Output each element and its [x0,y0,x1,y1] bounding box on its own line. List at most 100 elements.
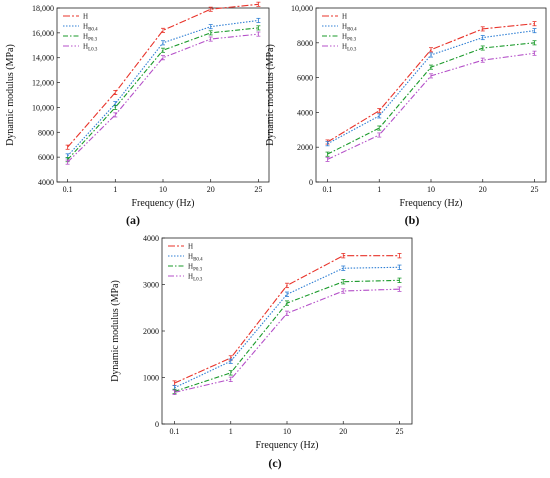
y-tick-label: 10,000 [291,4,313,13]
data-point-HL0.3 [532,50,537,56]
legend-entry-HB0.4: HB0.4 [63,23,98,33]
y-tick-label: 12,000 [32,79,54,88]
y-tick-label: 2000 [297,143,313,152]
data-point-HP0.3 [480,45,485,51]
legend-entry-HL0.3: HL0.3 [168,273,203,282]
x-tick-label: 10 [427,185,435,194]
x-tick-label: 25 [396,427,404,436]
y-tick-label: 2000 [143,327,159,336]
legend-label: HP0.3 [188,263,203,273]
data-point-HP0.3 [256,25,261,31]
data-point-HP0.3 [341,279,346,285]
plot-frame [56,7,270,183]
data-point-HP0.3 [161,47,165,53]
data-point-H [285,282,289,289]
data-point-HL0.3 [480,57,485,63]
legend-entry-HB0.4: HB0.4 [168,253,203,263]
data-point-HL0.3 [377,132,382,138]
y-tick-label: 18,000 [32,4,54,13]
data-point-HL0.3 [65,159,70,165]
data-point-HP0.3 [285,300,289,306]
panel-caption: (b) [405,213,420,227]
series-line-H [327,23,535,143]
data-point-HL0.3 [341,288,346,294]
data-point-HP0.3 [532,40,537,46]
data-point-HP0.3 [429,64,433,70]
legend-entry-HB0.4: HB0.4 [322,23,357,33]
legend-entry-HP0.3: HP0.3 [322,33,357,43]
chart-panel-b: 0 2000 4000 6000 8000 10,000 0.1 1 10 20 25 Frequen… [265,4,547,227]
legend-entry-H: H [63,13,88,21]
x-axis-label: Frequency (Hz) [131,198,194,209]
data-point-H [341,253,346,259]
y-tick-label: 4000 [143,234,159,243]
y-tick-label: 0 [309,178,313,187]
legend-label: HL0.3 [83,43,98,53]
data-point-H [377,108,382,114]
y-tick-label: 6000 [38,153,54,162]
legend-label: HB0.4 [83,23,98,33]
legend-label: HP0.3 [83,33,98,43]
y-tick-label: 3000 [143,281,159,290]
x-tick-label: 10 [283,427,291,436]
y-axis-label: Dynamic modulus (MPa) [265,44,276,146]
data-point-HP0.3 [228,370,233,376]
data-point-HL0.3 [256,31,261,37]
data-point-HB0.4 [397,264,402,270]
y-tick-label: 1000 [143,374,159,383]
chart-panel-a: 4000 6000 8000 10,000 12,000 14,000 16,000 18,0… [5,1,270,227]
data-point-H [113,90,118,96]
y-tick-label: 10,000 [32,103,54,112]
y-tick-label: 8000 [297,39,313,48]
legend-entry-HL0.3: HL0.3 [322,43,357,52]
panel-caption: (c) [268,456,281,470]
y-tick-label: 6000 [297,74,313,83]
data-point-H [532,21,537,27]
data-point-HL0.3 [172,389,177,396]
data-point-H [480,26,485,32]
data-point-HL0.3 [429,73,433,79]
data-point-HB0.4 [256,17,261,23]
legend-label: H [342,13,347,21]
x-tick-label: 25 [254,185,262,194]
data-point-HB0.4 [161,40,165,46]
x-axis-label: Frequency (Hz) [255,440,318,451]
data-point-HL0.3 [161,55,165,61]
data-point-HB0.4 [341,265,346,271]
data-point-HB0.4 [532,28,537,34]
data-point-HP0.3 [325,151,330,157]
data-point-H [429,47,433,53]
data-point-HL0.3 [285,310,289,316]
y-tick-label: 16,000 [32,29,54,38]
data-point-H [172,380,177,386]
x-tick-label: 0.1 [323,185,333,194]
data-point-H [208,6,213,12]
x-tick-label: 1 [377,185,381,194]
y-axis-label: Dynamic modulus (MPa) [5,44,16,146]
legend-label: HB0.4 [342,23,357,33]
legend-label: HP0.3 [342,33,357,43]
data-point-HP0.3 [397,277,402,283]
y-tick-label: 14,000 [32,54,54,63]
x-tick-label: 20 [339,427,347,436]
data-point-HL0.3 [397,286,402,292]
legend-entry-H: H [168,243,193,251]
x-tick-label: 20 [479,185,487,194]
data-point-HB0.4 [285,291,289,297]
x-tick-label: 0.1 [63,185,73,194]
legend-entry-HL0.3: HL0.3 [63,43,98,53]
data-point-HL0.3 [113,112,118,118]
panel-caption: (a) [126,213,140,227]
x-tick-label: 1 [229,427,233,436]
data-point-H [397,253,402,259]
y-tick-label: 4000 [297,108,313,117]
legend-label: H [83,13,88,21]
legend-entry-HP0.3: HP0.3 [168,263,203,273]
data-point-HB0.4 [429,52,433,58]
series-line-HL0.3 [67,33,259,163]
series-line-H [67,3,259,148]
data-point-H [65,144,70,150]
legend-entry-HP0.3: HP0.3 [63,33,98,43]
legend-label: HB0.4 [188,253,203,263]
